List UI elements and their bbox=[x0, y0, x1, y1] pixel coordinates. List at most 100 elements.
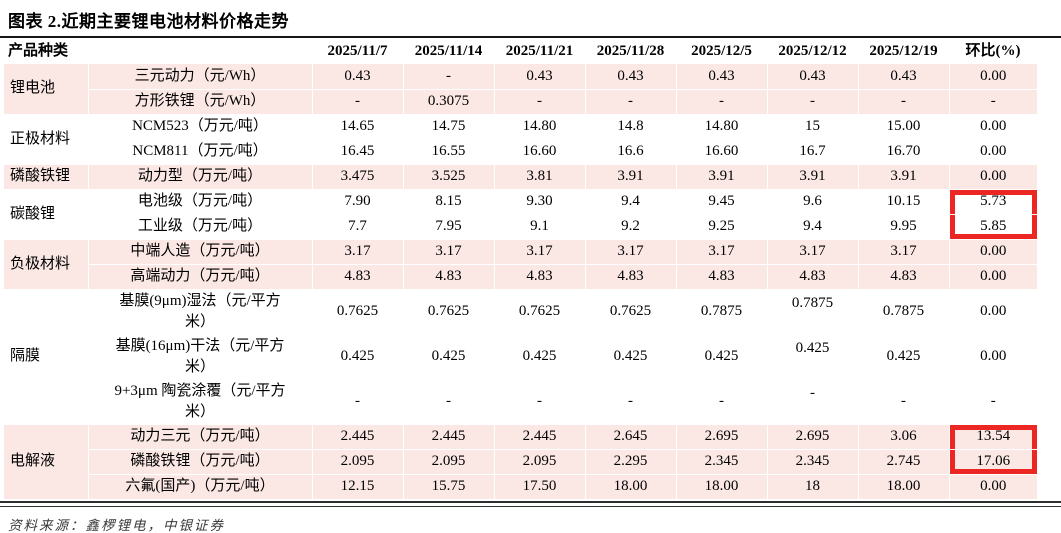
price-cell: 16.7 bbox=[767, 139, 859, 165]
price-cell: - bbox=[494, 89, 586, 115]
column-header-date: 2025/11/14 bbox=[414, 43, 483, 59]
price-cell: - bbox=[403, 64, 495, 90]
price-cell: 9.1 bbox=[494, 214, 586, 240]
price-cell: 14.8 bbox=[585, 114, 677, 140]
change-cell: 0.00 bbox=[949, 239, 1038, 265]
price-cell: 14.65 bbox=[312, 114, 404, 140]
price-cell: 4.83 bbox=[676, 264, 768, 290]
price-cell: 17.50 bbox=[494, 474, 586, 500]
price-cell: 15 bbox=[767, 114, 859, 140]
price-cell: 0.3075 bbox=[403, 89, 495, 115]
item-label: NCM523（万元/吨） bbox=[132, 118, 268, 134]
column-header-date: 2025/11/28 bbox=[596, 43, 665, 59]
price-cell: - bbox=[585, 89, 677, 115]
price-cell: 9.4 bbox=[767, 214, 859, 240]
item-cell: 基膜(9μm)湿法（元/平方米） bbox=[88, 289, 313, 335]
change-cell: 0.00 bbox=[949, 474, 1038, 500]
table-row: 六氟(国产)（万元/吨） 12.15 15.75 17.50 18.00 18.00 18 1… bbox=[4, 474, 1038, 500]
table-row: 正极材料 NCM523（万元/吨） 14.65 14.75 14.80 14.8 14.80… bbox=[4, 114, 1038, 165]
item-label: 中端人造（万元/吨） bbox=[130, 243, 270, 259]
column-header-change: 环比(%) bbox=[965, 43, 1021, 59]
price-cell: 0.7875 bbox=[676, 289, 768, 335]
price-cell: 15.75 bbox=[403, 474, 495, 500]
item-label: 三元动力（元/Wh） bbox=[134, 67, 266, 84]
price-cell: 9.6 bbox=[767, 189, 859, 215]
price-cell: 7.95 bbox=[403, 214, 495, 240]
change-cell: 0.00 bbox=[949, 139, 1038, 165]
column-header-product-type: 产品种类 bbox=[8, 43, 69, 59]
price-cell: - bbox=[767, 89, 859, 115]
price-cell: 14.75 bbox=[403, 114, 495, 140]
price-cell: 18 bbox=[767, 474, 859, 500]
price-cell: - bbox=[494, 379, 586, 425]
price-cell: 14.80 bbox=[494, 114, 586, 140]
group-cell: 磷酸铁锂 bbox=[4, 164, 89, 190]
price-cell: 0.425 bbox=[585, 334, 677, 380]
price-cell: 2.445 bbox=[312, 424, 404, 450]
price-cell: 2.095 bbox=[403, 449, 495, 475]
price-table: 产品种类 2025/11/7 2025/11/14 2025/11/21 2025/1… bbox=[4, 39, 1038, 500]
price-cell: 0.43 bbox=[767, 64, 859, 90]
title-rule bbox=[0, 36, 1061, 38]
item-cell: 六氟(国产)（万元/吨） bbox=[88, 474, 313, 500]
price-cell: - bbox=[585, 379, 677, 425]
price-cell: - bbox=[312, 89, 404, 115]
price-cell: 9.30 bbox=[494, 189, 586, 215]
price-cell: 0.7625 bbox=[585, 289, 677, 335]
price-cell: 9.25 bbox=[676, 214, 768, 240]
table-row: 磷酸铁锂（万元/吨） 2.095 2.095 2.095 2.295 2.345 2.345… bbox=[4, 449, 1038, 475]
price-cell: 18.00 bbox=[858, 474, 950, 500]
group-cell: 电解液 bbox=[4, 424, 89, 500]
item-cell: NCM811（万元/吨） bbox=[88, 139, 313, 165]
price-cell: - bbox=[858, 89, 950, 115]
price-cell: 8.15 bbox=[403, 189, 495, 215]
price-cell: 2.095 bbox=[312, 449, 404, 475]
table-row: 磷酸铁锂 动力型（万元/吨） 3.475 3.525 3.81 3.91 3.91 3.91 3… bbox=[4, 164, 1038, 190]
item-label: 9+3μm 陶瓷涂覆（元/平方米） bbox=[114, 382, 286, 420]
price-cell: 3.06 bbox=[858, 424, 950, 450]
item-cell: 磷酸铁锂（万元/吨） bbox=[88, 449, 313, 475]
table-row: 方形铁锂（元/Wh） -0.3075- - - - - - bbox=[4, 89, 1038, 115]
table-row: 高端动力（万元/吨） 4.83 4.83 4.83 4.83 4.83 4.83 4.83 0.… bbox=[4, 264, 1038, 290]
price-cell: 0.425 bbox=[676, 334, 768, 380]
column-header-date: 2025/12/5 bbox=[691, 43, 752, 59]
item-cell: 9+3μm 陶瓷涂覆（元/平方米） bbox=[88, 379, 313, 425]
price-cell: 3.81 bbox=[494, 164, 586, 190]
price-cell: - bbox=[403, 379, 495, 425]
price-cell: 0.43 bbox=[676, 64, 768, 90]
table-row: 基膜(16μm)干法（元/平方米） 0.425 0.425 0.425 0.425 0.4… bbox=[4, 334, 1038, 380]
price-cell: 3.91 bbox=[585, 164, 677, 190]
price-cell: 0.425 bbox=[767, 334, 859, 380]
group-cell: 锂电池 bbox=[4, 64, 89, 115]
price-cell: - bbox=[858, 379, 950, 425]
figure-title: 图表 2.近期主要锂电池材料价格走势 bbox=[8, 12, 289, 31]
price-cell: 0.425 bbox=[494, 334, 586, 380]
price-cell: 3.17 bbox=[494, 239, 586, 265]
table-row: NCM811（万元/吨） 16.45 16.55 16.60 16.6 16.60 16.7… bbox=[4, 139, 1038, 165]
price-cell: 16.70 bbox=[858, 139, 950, 165]
item-label: 电池级（万元/吨） bbox=[137, 193, 263, 209]
price-cell: 0.43 bbox=[494, 64, 586, 90]
highlighted-change-cell: 17.06 bbox=[949, 449, 1038, 475]
price-cell: 3.91 bbox=[858, 164, 950, 190]
price-cell: 2.645 bbox=[585, 424, 677, 450]
change-cell: 0.00 bbox=[949, 64, 1038, 90]
price-cell: 2.095 bbox=[494, 449, 586, 475]
price-cell: 9.45 bbox=[676, 189, 768, 215]
price-cell: 3.17 bbox=[403, 239, 495, 265]
price-cell: - bbox=[767, 379, 859, 425]
item-cell: 工业级（万元/吨） bbox=[88, 214, 313, 240]
table-row: 9+3μm 陶瓷涂覆（元/平方米） - - - - - - - - bbox=[4, 379, 1038, 425]
price-cell: 4.83 bbox=[403, 264, 495, 290]
price-cell: 4.83 bbox=[585, 264, 677, 290]
price-cell: 2.295 bbox=[585, 449, 677, 475]
item-cell: 动力三元（万元/吨） bbox=[88, 424, 313, 450]
item-cell: 电池级（万元/吨） bbox=[88, 189, 313, 215]
table-row: 锂电池 三元动力（元/Wh） 0.43-0.43 0.43 0.43 0.43 0.43 0.… bbox=[4, 64, 1038, 115]
price-cell: 0.425 bbox=[858, 334, 950, 380]
item-cell: 动力型（万元/吨） bbox=[88, 164, 313, 190]
price-cell: 0.7625 bbox=[403, 289, 495, 335]
column-header-date: 2025/11/21 bbox=[505, 43, 574, 59]
group-cell: 正极材料 bbox=[4, 114, 89, 165]
